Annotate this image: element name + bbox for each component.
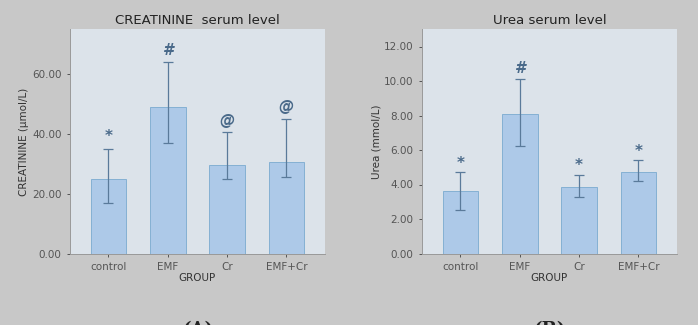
Bar xyxy=(621,172,656,254)
Text: *: * xyxy=(456,156,464,171)
Text: @: @ xyxy=(219,113,235,128)
Text: #: # xyxy=(514,61,525,76)
Y-axis label: CREATININE (μmol/L): CREATININE (μmol/L) xyxy=(19,87,29,196)
Text: *: * xyxy=(105,129,112,144)
Y-axis label: Urea (mmol/L): Urea (mmol/L) xyxy=(371,104,381,179)
Text: *: * xyxy=(575,158,583,173)
Text: (A): (A) xyxy=(181,321,213,325)
Bar xyxy=(269,162,304,254)
X-axis label: GROUP: GROUP xyxy=(531,273,568,283)
Bar xyxy=(150,107,186,254)
Bar xyxy=(561,187,597,254)
Text: *: * xyxy=(634,144,642,159)
Text: @: @ xyxy=(279,99,294,114)
Text: #: # xyxy=(163,43,173,58)
Bar xyxy=(502,114,537,254)
Title: Urea serum level: Urea serum level xyxy=(493,14,607,27)
Title: CREATININE  serum level: CREATININE serum level xyxy=(115,14,280,27)
Bar xyxy=(91,179,126,254)
X-axis label: GROUP: GROUP xyxy=(179,273,216,283)
Bar xyxy=(209,165,245,254)
Bar xyxy=(443,191,478,254)
Text: (B): (B) xyxy=(533,321,565,325)
